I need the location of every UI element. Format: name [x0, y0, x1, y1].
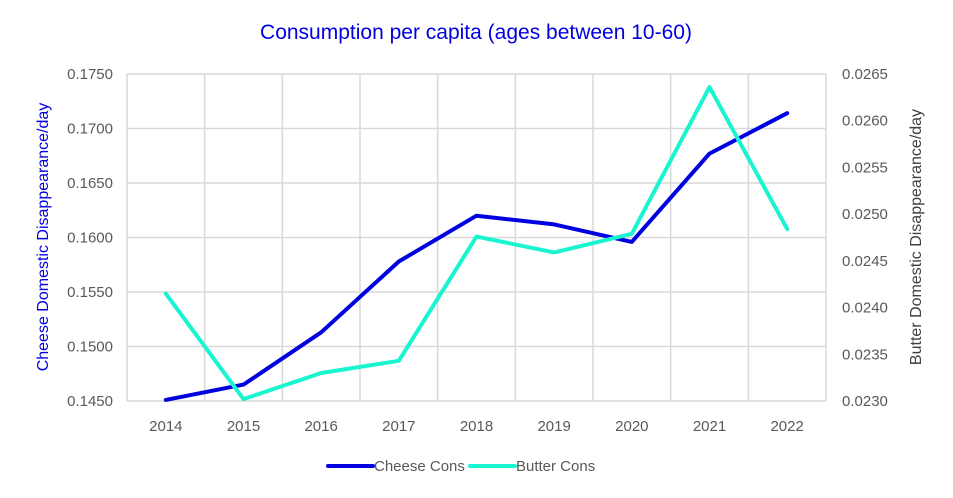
y-tick-label: 0.1600: [67, 230, 113, 247]
series-line-cheese-cons: [163, 111, 790, 402]
y2-tick-label: 0.0235: [842, 346, 888, 363]
y2-tick-label: 0.0260: [842, 113, 888, 130]
chart-title: Consumption per capita (ages between 10-…: [260, 21, 692, 44]
x-tick-label: 2019: [537, 418, 570, 435]
y2-tick-label: 0.0230: [842, 393, 888, 410]
x-tick-label: 2018: [460, 418, 493, 435]
x-tick-label: 2017: [382, 418, 415, 435]
y-tick-label: 0.1650: [67, 175, 113, 192]
legend-label-butter-cons: Butter Cons: [516, 458, 595, 475]
y2-tick-label: 0.0250: [842, 206, 888, 223]
x-tick-label: 2022: [770, 418, 803, 435]
y-tick-label: 0.1550: [67, 284, 113, 301]
x-tick-label: 2015: [227, 418, 260, 435]
grid: [126, 73, 827, 402]
y2-axis-label: Butter Domestic Disappearance/day: [908, 109, 925, 365]
y-tick-label: 0.1500: [67, 339, 113, 356]
y-tick-label: 0.1750: [67, 66, 113, 83]
series-line-butter-cons: [163, 85, 790, 402]
series-lines: [163, 85, 790, 402]
x-tick-label: 2016: [304, 418, 337, 435]
y-tick-label: 0.1450: [67, 393, 113, 410]
y2-tick-label: 0.0245: [842, 253, 888, 270]
legend-label-cheese-cons: Cheese Cons: [374, 458, 465, 475]
x-tick-label: 2014: [149, 418, 182, 435]
x-tick-label: 2020: [615, 418, 648, 435]
y-axis-ticks: 0.1450 0.1500 0.1550 0.1600 0.1650 0.1700 0.17…: [67, 66, 113, 410]
y2-tick-label: 0.0255: [842, 159, 888, 176]
y2-tick-label: 0.0240: [842, 300, 888, 317]
y2-axis-ticks: 0.0230 0.0235 0.0240 0.0245 0.0250 0.0255 0.02…: [842, 66, 888, 410]
x-axis-ticks: 2014 2015 2016 2017 2018 2019 2020 2021 2022: [149, 418, 804, 435]
x-tick-label: 2021: [693, 418, 726, 435]
y-tick-label: 0.1700: [67, 121, 113, 138]
y-axis-label: Cheese Domestic Disappearance/day: [35, 103, 52, 372]
y2-tick-label: 0.0265: [842, 66, 888, 83]
legend: Cheese Cons Butter Cons: [326, 458, 595, 475]
